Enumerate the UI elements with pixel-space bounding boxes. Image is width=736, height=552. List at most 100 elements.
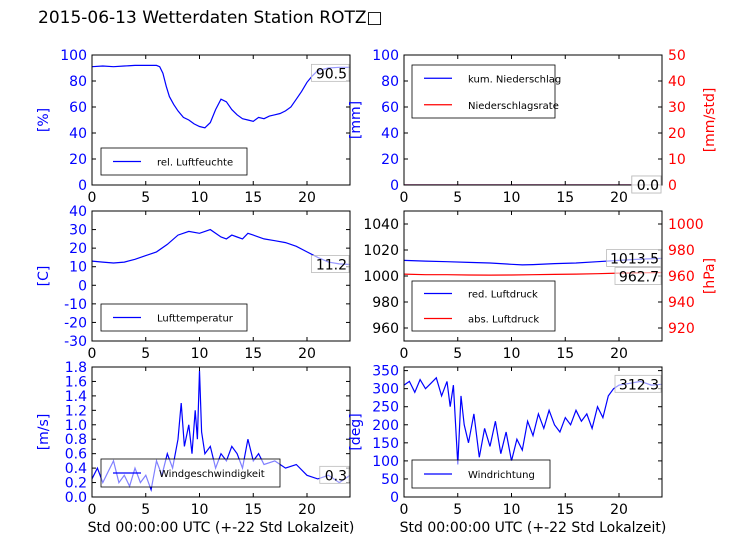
x-tick-label: 20: [298, 190, 316, 206]
y-tick-label: 1.6: [65, 374, 87, 390]
x-tick-label: 5: [453, 346, 462, 362]
x-tick-label: 15: [556, 346, 574, 362]
y-tick-label: 100: [60, 48, 87, 64]
y-tick-label-right: 10: [668, 152, 686, 168]
y-tick-label: 1000: [363, 269, 399, 285]
y-tick-label-right: 940: [668, 295, 695, 311]
y-tick-label-right: 50: [668, 48, 686, 64]
legend-entry: red. Luftdruck: [468, 290, 538, 301]
legend-entry: Lufttemperatur: [157, 314, 234, 325]
x-axis-label: Std 00:00:00 UTC (+-22 Std Lokalzeit): [88, 520, 355, 536]
y-tick-label: 0: [78, 178, 87, 194]
y-axis-label: [mm]: [348, 101, 364, 139]
x-tick-label: 10: [191, 502, 209, 518]
x-tick-label: 0: [88, 190, 97, 206]
current-value-label: 0.3: [325, 468, 347, 484]
y-tick-label: -10: [64, 297, 87, 313]
x-tick-label: 10: [191, 346, 209, 362]
y-tick-label: 80: [69, 74, 87, 90]
x-tick-label: 20: [298, 346, 316, 362]
legend-entry: abs. Luftdruck: [468, 315, 539, 326]
x-tick-label: 0: [400, 346, 409, 362]
y-tick-label: 100: [372, 48, 399, 64]
x-tick-label: 10: [503, 190, 521, 206]
legend-entry: kum. Niederschlag: [468, 74, 561, 85]
y-tick-label: 1.0: [65, 418, 87, 434]
current-value-label: 312.3: [619, 377, 659, 393]
y-tick-label: 1.2: [65, 403, 87, 419]
y-tick-label: 0.2: [65, 476, 87, 492]
y-tick-label: 0: [390, 178, 399, 194]
plot-frame: [403, 366, 663, 498]
x-tick-label: 10: [503, 502, 521, 518]
panel-temperature: 0 5 10 15 20 -30 -20 -10 0 10 20 30 40 [C] 11.2 Lufttem…: [36, 204, 351, 362]
plot-frame: [91, 366, 351, 498]
y-tick-label: 80: [381, 74, 399, 90]
legend-entry: Windgeschwindigkeit: [159, 469, 265, 480]
x-tick-label: 15: [244, 190, 262, 206]
panel-humidity: 0 5 10 15 20 0 20 40 60 80 100 [%] 90.5 rel. Luftfeuc…: [36, 48, 351, 206]
x-tick-label: 0: [88, 502, 97, 518]
x-tick-label: 5: [141, 190, 150, 206]
y-tick-label-right: 40: [668, 74, 686, 90]
y-tick-label: 960: [372, 321, 399, 337]
y-tick-label: 50: [381, 472, 399, 488]
series-line-humidity-0: [92, 64, 350, 129]
legend-box: [411, 64, 556, 119]
y-tick-label-right: 20: [668, 126, 686, 142]
y-tick-label-right: 980: [668, 243, 695, 259]
current-value-label-right-box: [614, 267, 662, 285]
x-tick-label: 0: [400, 190, 409, 206]
y-tick-label: 1.4: [65, 389, 87, 405]
current-value-label-right: 0.0: [637, 178, 659, 194]
x-tick-label: 15: [244, 502, 262, 518]
y-tick-label-right: 30: [668, 100, 686, 116]
plot-frame: [91, 54, 351, 186]
y-tick-label-right: 920: [668, 321, 695, 337]
plot-frame: [403, 54, 663, 186]
legend-entry: rel. Luftfeuchte: [157, 158, 233, 169]
current-value-label-box: [606, 249, 662, 267]
legend-entry: Windrichtung: [468, 470, 535, 481]
y-tick-label: 60: [381, 100, 399, 116]
x-tick-label: 20: [298, 502, 316, 518]
y-tick-label: 980: [372, 295, 399, 311]
y-axis-label: [%]: [36, 108, 52, 132]
y-tick-label: 100: [372, 454, 399, 470]
y-tick-label: 30: [69, 223, 87, 239]
y-tick-label: 60: [69, 100, 87, 116]
x-tick-label: 15: [556, 502, 574, 518]
plot-frame: [91, 210, 351, 342]
x-tick-label: 20: [610, 190, 628, 206]
y-tick-label-right: 960: [668, 269, 695, 285]
y-axis-label: [m/s]: [36, 414, 52, 451]
x-tick-label: 0: [400, 502, 409, 518]
x-axis-label: Std 00:00:00 UTC (+-22 Std Lokalzeit): [400, 520, 667, 536]
panel-pressure: 0 5 10 15 20 960 980 1000 1020 1040 920 940 960 980 10…: [363, 210, 718, 362]
y-tick-label: 0.8: [65, 432, 87, 448]
legend-box: [411, 280, 556, 332]
panel-windspeed: 0 5 10 15 20 0.00.20.40.60.81.01.21.41.61.8 [m…: [36, 360, 354, 536]
x-tick-label: 5: [141, 502, 150, 518]
current-value-label-box: [310, 63, 350, 82]
y-tick-label: 0: [78, 278, 87, 294]
current-value-label: 90.5: [316, 66, 347, 82]
y-tick-label: -20: [64, 315, 87, 331]
y-tick-label-right: 1000: [668, 217, 704, 233]
current-value-label: 11.2: [316, 257, 347, 273]
y-tick-label: 300: [372, 382, 399, 398]
current-value-label-box: [319, 465, 350, 484]
series-line-temperature-0: [92, 228, 350, 266]
y-tick-label: 0.0: [65, 490, 87, 506]
chart-title: 2015-06-13 Wetterdaten Station ROTZ□: [38, 8, 383, 28]
y-tick-label: 350: [372, 364, 399, 380]
current-value-label: 1013.5: [610, 251, 659, 267]
y-axis-label: [C]: [36, 266, 52, 287]
y-tick-label-right: 0: [668, 178, 677, 194]
y-tick-label: 0.6: [65, 447, 87, 463]
x-tick-label: 15: [244, 346, 262, 362]
x-tick-label: 5: [453, 190, 462, 206]
y-tick-label: 20: [69, 241, 87, 257]
